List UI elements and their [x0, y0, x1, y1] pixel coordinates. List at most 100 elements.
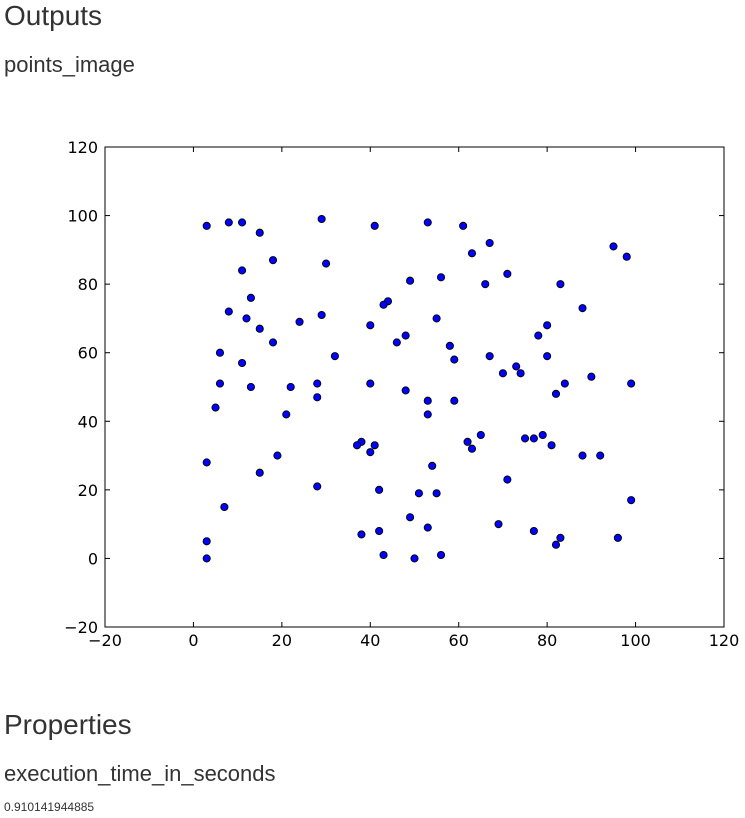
property-name: execution_time_in_seconds	[4, 761, 276, 786]
data-point	[246, 382, 255, 392]
data-point	[503, 475, 512, 484]
data-point	[476, 430, 485, 440]
data-point	[423, 523, 432, 532]
data-point	[211, 403, 220, 412]
data-point	[313, 482, 322, 491]
y-tick-label: −20	[64, 618, 98, 637]
data-point	[627, 379, 636, 388]
data-point	[485, 352, 494, 361]
data-point	[428, 461, 437, 470]
data-point	[520, 434, 530, 443]
y-tick-label: 80	[78, 275, 98, 294]
data-point	[238, 218, 247, 227]
x-tick-label: 80	[537, 631, 557, 650]
data-point	[379, 300, 388, 309]
data-point	[401, 331, 410, 340]
data-point	[560, 379, 569, 388]
data-point	[273, 451, 282, 460]
data-point	[410, 554, 419, 563]
data-point	[282, 410, 291, 419]
y-tick-label: 60	[78, 344, 98, 363]
data-point	[516, 369, 525, 378]
data-point	[406, 513, 415, 522]
data-point	[627, 496, 636, 505]
y-tick-label: 0	[88, 549, 98, 568]
data-point	[414, 489, 423, 498]
data-point	[255, 228, 264, 237]
data-point	[379, 550, 388, 560]
points-layer	[202, 214, 636, 563]
y-tick-label: 20	[78, 481, 98, 500]
data-point	[330, 352, 339, 361]
x-tick-label: 40	[360, 631, 380, 650]
data-point	[357, 530, 366, 539]
outputs-heading: Outputs	[4, 0, 103, 31]
data-point	[238, 358, 247, 368]
x-tick-label: 120	[709, 631, 740, 650]
data-point	[578, 304, 587, 313]
data-point	[268, 256, 278, 265]
data-point	[202, 458, 211, 467]
data-point	[406, 276, 415, 285]
data-point	[445, 341, 454, 350]
data-point	[423, 410, 432, 419]
data-point	[436, 273, 446, 282]
data-point	[295, 317, 304, 326]
data-point	[596, 451, 605, 460]
data-point	[215, 379, 225, 388]
data-point	[202, 554, 211, 563]
data-point	[401, 386, 410, 395]
x-tick-label: 60	[449, 631, 469, 650]
data-point	[238, 266, 247, 275]
data-point	[463, 437, 472, 446]
data-point	[202, 537, 211, 546]
data-point	[534, 331, 543, 340]
x-tick-label: 0	[188, 631, 198, 650]
data-point	[322, 259, 331, 268]
data-point	[609, 242, 618, 251]
properties-heading: Properties	[4, 709, 132, 740]
data-point	[543, 321, 552, 330]
data-point	[467, 444, 477, 453]
data-point	[538, 430, 547, 440]
data-point	[366, 321, 375, 330]
data-point	[551, 389, 561, 398]
data-point	[313, 379, 322, 388]
data-point	[622, 252, 631, 261]
property-value: 0.910141944885	[4, 800, 95, 814]
data-point	[556, 533, 565, 542]
data-point	[313, 393, 322, 402]
data-point	[286, 382, 295, 392]
data-point	[543, 352, 552, 361]
data-point	[423, 218, 432, 227]
data-point	[202, 221, 211, 230]
x-tick-label: −20	[88, 631, 122, 650]
data-point	[268, 338, 278, 347]
data-point	[547, 441, 556, 450]
data-point	[498, 369, 507, 378]
data-point	[551, 540, 561, 549]
data-point	[485, 238, 494, 248]
data-point	[255, 324, 264, 333]
y-tick-label: 100	[67, 207, 98, 226]
data-point	[224, 218, 233, 227]
data-point	[375, 485, 384, 494]
data-point	[512, 362, 521, 371]
data-point	[366, 379, 375, 388]
output-name: points_image	[4, 52, 135, 77]
data-point	[494, 520, 503, 529]
data-point	[529, 526, 538, 536]
y-tick-label: 120	[67, 138, 98, 157]
data-point	[242, 314, 251, 323]
data-point	[370, 441, 379, 450]
axes: −20−20 0 0 20 20 40 40 60 60 80 80 100 100 120 120	[64, 138, 739, 650]
data-point	[503, 269, 512, 278]
data-point	[613, 533, 622, 542]
data-point	[255, 468, 264, 477]
data-point	[317, 310, 326, 320]
data-point	[366, 448, 375, 457]
data-point	[578, 451, 587, 460]
data-point	[529, 434, 538, 443]
data-point	[220, 502, 229, 512]
data-point	[481, 280, 490, 289]
